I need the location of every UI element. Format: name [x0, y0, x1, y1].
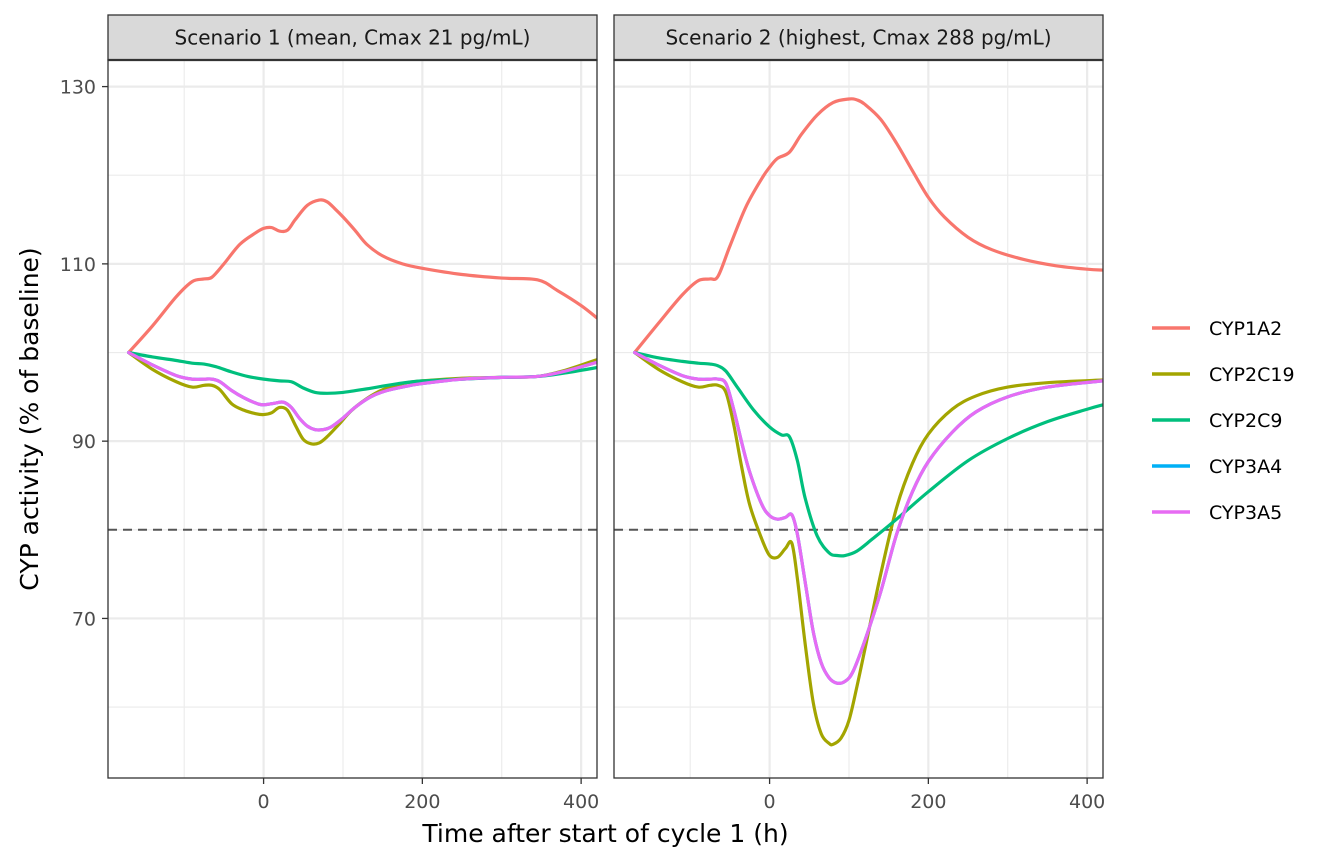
legend-label-cyp2c9: CYP2C9: [1209, 410, 1282, 432]
series-line-cyp1a2: [633, 97, 1103, 355]
x-tick-label: 200: [404, 791, 440, 813]
x-tick-label: 400: [563, 791, 599, 813]
series-line-cyp2c9: [633, 350, 1103, 558]
y-axis-title: CYP activity (% of baseline): [15, 247, 44, 590]
facet-strip-label: Scenario 1 (mean, Cmax 21 pg/mL): [175, 26, 531, 50]
plot-background: [614, 60, 1103, 778]
x-tick-label: 0: [764, 791, 776, 813]
series-line-cyp3a5: [127, 350, 597, 432]
y-tick-label: 90: [72, 431, 96, 453]
facet-strip: [613, 14, 1104, 61]
series-line-cyp2c19: [633, 350, 1103, 747]
series-line-cyp3a5: [633, 350, 1103, 685]
x-tick-label: 0: [258, 791, 270, 813]
facet-strip-label: Scenario 2 (highest, Cmax 288 pg/mL): [665, 26, 1051, 50]
legend-label-cyp2c19: CYP2C19: [1209, 364, 1295, 386]
legend-label-cyp3a5: CYP3A5: [1209, 502, 1282, 524]
series-line-cyp1a2: [127, 198, 597, 355]
y-tick-label: 130: [60, 77, 96, 99]
y-tick-label: 70: [72, 608, 96, 630]
plot-background: [108, 60, 597, 778]
x-axis-title: Time after start of cycle 1 (h): [421, 819, 788, 848]
y-tick-label: 110: [60, 254, 96, 276]
x-tick-label: 200: [910, 791, 946, 813]
facet-strip: [107, 14, 598, 61]
legend-label-cyp1a2: CYP1A2: [1209, 318, 1282, 340]
x-tick-label: 400: [1069, 791, 1105, 813]
legend-label-cyp3a4: CYP3A4: [1209, 456, 1282, 478]
